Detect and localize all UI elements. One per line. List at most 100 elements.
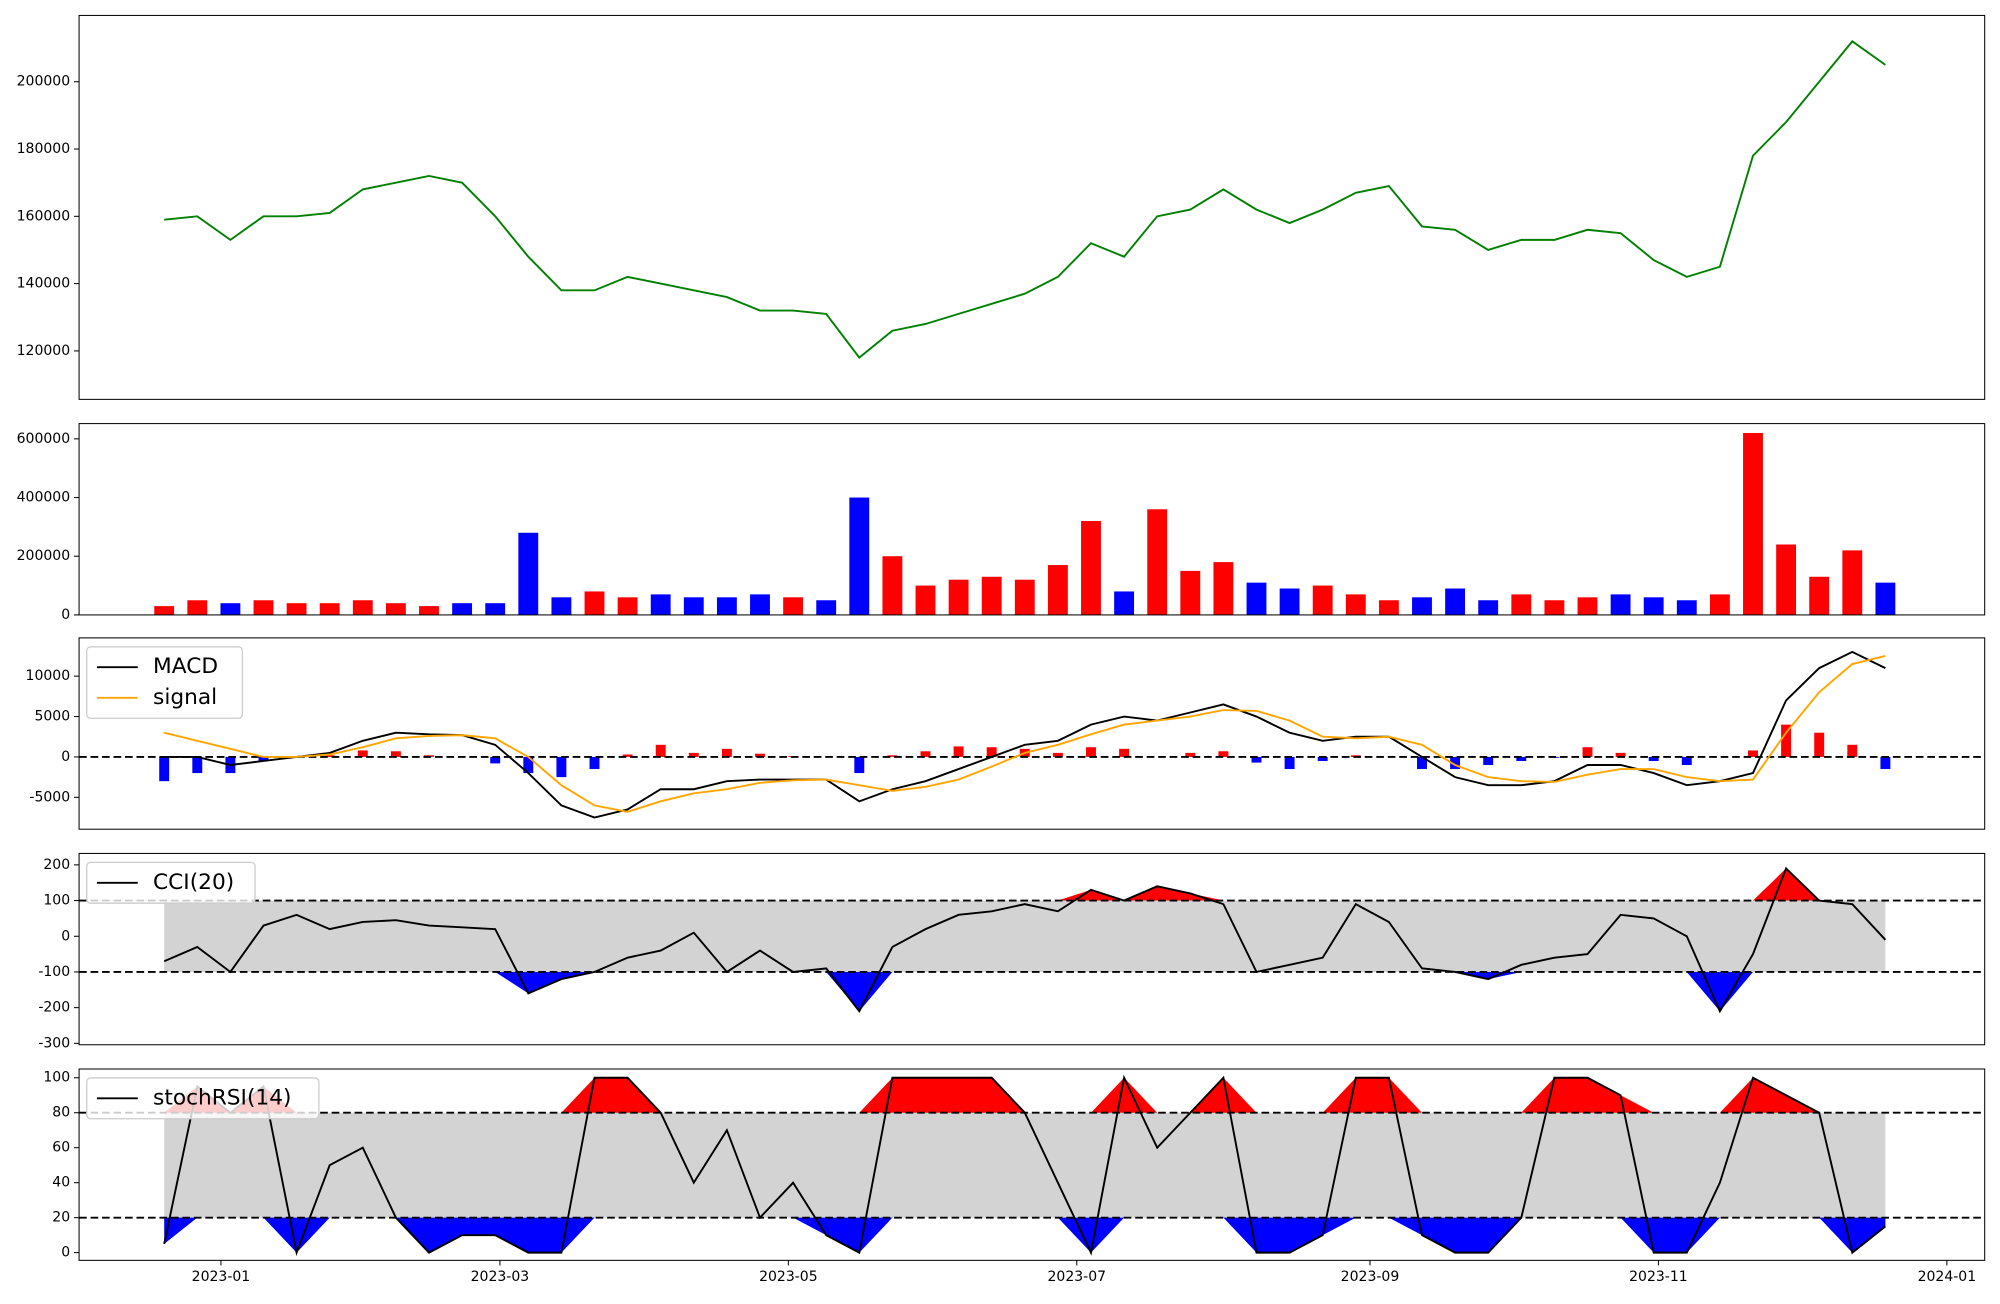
volume-bar	[1147, 509, 1168, 615]
histogram-bar	[1251, 756, 1262, 763]
volume-bar	[1081, 521, 1101, 615]
histogram-bar	[986, 747, 997, 757]
volume-bar	[154, 606, 175, 615]
volume-bar	[584, 591, 605, 615]
histogram-bar	[390, 751, 401, 757]
volume-bar	[319, 603, 340, 615]
x-tick-label: 2023-01	[192, 1269, 251, 1285]
volume-bar	[915, 585, 936, 615]
y-tick-label: 0	[61, 928, 70, 944]
volume-bar	[617, 597, 638, 615]
axes-frame	[78, 1068, 1986, 1261]
histogram-bar	[953, 746, 964, 757]
histogram-bar	[1218, 751, 1229, 757]
histogram-bar	[854, 756, 865, 774]
axes-frame	[78, 637, 1986, 830]
legend-box	[86, 1077, 320, 1120]
volume-bar	[485, 603, 506, 615]
volume-bar	[1180, 570, 1201, 615]
histogram-bar	[357, 750, 368, 757]
y-tick-label: 100	[43, 1070, 70, 1086]
indicator-line	[163, 866, 1887, 1014]
axes-frame	[78, 14, 1986, 400]
volume-bar	[1643, 597, 1664, 615]
histogram-bar	[920, 751, 931, 757]
y-tick-label: 120000	[17, 343, 71, 359]
histogram-bar	[258, 756, 269, 761]
volume-bar	[1511, 594, 1532, 615]
histogram-bar	[1450, 756, 1461, 770]
y-tick-label: 180000	[17, 141, 71, 157]
y-tick-label: 20	[52, 1210, 70, 1226]
volume-bar	[253, 600, 274, 615]
histogram-bar	[556, 756, 567, 778]
volume-bar	[518, 532, 539, 615]
x-tick-label: 2023-03	[471, 1269, 530, 1285]
volume-bar	[1709, 594, 1730, 615]
volume-bar	[1478, 600, 1499, 615]
volume-bar	[1676, 600, 1697, 615]
volume-bar	[385, 603, 406, 615]
histogram-bar	[1847, 744, 1858, 757]
histogram-bar	[887, 755, 898, 757]
overbought-fill	[164, 1077, 1886, 1113]
histogram-bar	[1615, 752, 1626, 757]
y-tick-label: 5000	[34, 709, 70, 725]
histogram-bar	[1748, 750, 1758, 757]
volume-bar	[1577, 597, 1598, 615]
histogram-bar	[1086, 747, 1096, 757]
indicator-line	[163, 655, 1886, 813]
x-tick-label: 2023-05	[759, 1269, 818, 1285]
indicator-line	[164, 650, 1886, 819]
histogram-bar	[589, 756, 600, 770]
histogram-bar	[1681, 756, 1692, 766]
overbought-fill	[164, 868, 1886, 901]
histogram-bar	[523, 756, 534, 774]
volume-bar	[783, 597, 804, 615]
legend-label: MACD	[153, 654, 218, 679]
histogram-bar	[721, 748, 732, 757]
volume-bar	[1809, 576, 1830, 615]
volume-bar	[220, 603, 241, 615]
y-tick-label: -100	[38, 964, 70, 980]
x-tick-label: 2023-09	[1341, 1269, 1400, 1285]
histogram-bar	[1284, 756, 1295, 770]
y-tick-label: -5000	[29, 789, 70, 805]
histogram-bar	[1185, 752, 1196, 757]
histogram-bar	[1582, 747, 1593, 757]
volume-bar	[716, 597, 737, 615]
y-tick-label: 80	[52, 1105, 70, 1121]
histogram-bar	[1052, 752, 1063, 757]
y-tick-label: 10000	[26, 668, 71, 684]
volume-bar	[1014, 579, 1035, 615]
histogram-bar	[1648, 756, 1659, 761]
volume-bar	[750, 594, 770, 615]
volume-bar	[1114, 591, 1135, 615]
y-tick-label: 0	[61, 749, 70, 765]
histogram-bar	[192, 756, 203, 774]
volume-bar	[1047, 565, 1068, 615]
axes-frame	[78, 852, 1986, 1046]
volume-bar	[1345, 594, 1366, 615]
y-tick-label: 400000	[17, 490, 71, 506]
histogram-bar	[655, 744, 666, 757]
histogram-bar	[1317, 756, 1328, 761]
oversold-fill	[164, 971, 1886, 1012]
volume-bar	[849, 497, 870, 615]
histogram-bar	[490, 756, 501, 764]
volume-bar	[1842, 550, 1863, 615]
histogram-bar	[688, 752, 699, 757]
x-tick-label: 2023-11	[1629, 1269, 1688, 1285]
histogram-bar	[159, 756, 170, 782]
histogram-bar	[755, 753, 765, 757]
legend-label: stochRSI(14)	[153, 1085, 291, 1110]
legend-box	[86, 646, 243, 719]
volume-bar	[1445, 588, 1466, 615]
y-tick-label: 200000	[17, 548, 71, 564]
volume-bar	[816, 600, 837, 615]
histogram-bar	[1417, 756, 1427, 770]
volume-bar	[1312, 585, 1333, 615]
y-tick-label: 0	[61, 1245, 70, 1261]
volume-bar	[1279, 588, 1300, 615]
histogram-bar	[1483, 756, 1494, 766]
